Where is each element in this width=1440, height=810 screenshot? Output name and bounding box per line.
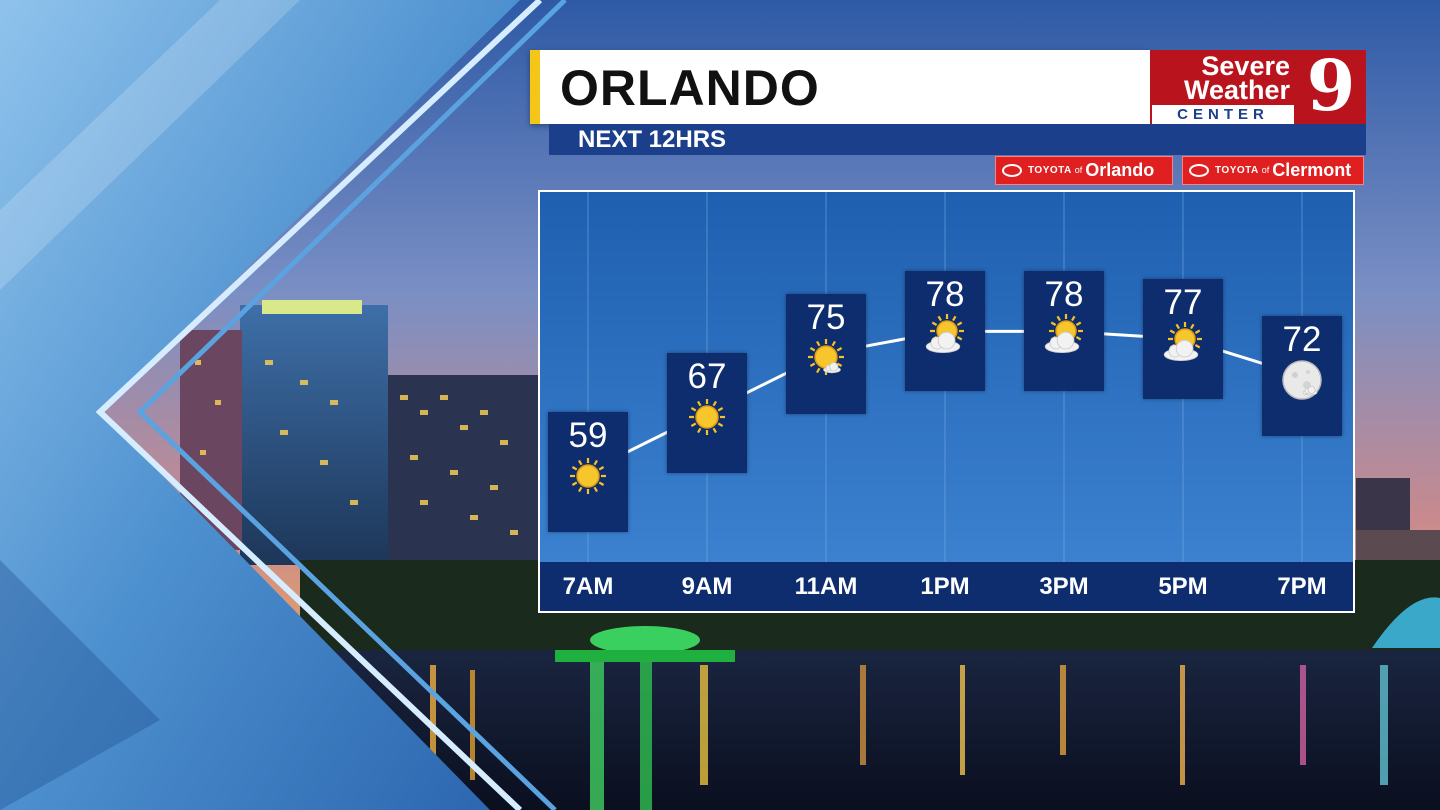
temperature-value: 72 bbox=[1282, 319, 1322, 359]
title-bar bbox=[530, 50, 1150, 124]
forecast-chart: 59 67 75 78 78 77 72 7AM 9AM 11AM 1PM 3PM 5PM 7PM bbox=[538, 190, 1355, 613]
chart-canvas bbox=[538, 190, 1355, 613]
logo-word-severe: Severe bbox=[1201, 51, 1290, 81]
page-subtitle: NEXT 12HRS bbox=[578, 126, 727, 153]
sunny-icon bbox=[685, 395, 729, 439]
sunny-icon bbox=[566, 454, 610, 498]
temperature-value: 78 bbox=[925, 275, 965, 315]
temperature-card-7pm: 72 bbox=[1262, 315, 1342, 436]
temperature-card-11am: 75 bbox=[786, 293, 866, 414]
partly-cloudy-icon bbox=[1042, 313, 1086, 357]
temperature-value: 77 bbox=[1163, 282, 1203, 322]
sponsor-badge-clermont: TOYOTA of Clermont bbox=[1182, 156, 1364, 185]
temperature-value: 59 bbox=[568, 415, 608, 455]
time-label-11am: 11AM bbox=[794, 573, 858, 600]
logo-channel-number: 9 bbox=[1306, 44, 1356, 127]
chart-frame bbox=[538, 190, 1355, 613]
partly-cloudy-icon bbox=[923, 313, 967, 357]
temperature-card-9am: 67 bbox=[667, 352, 747, 473]
sponsor-of: of bbox=[1074, 165, 1083, 175]
sponsor-brand: TOYOTA bbox=[1028, 165, 1072, 176]
sponsor-city: Orlando bbox=[1085, 160, 1155, 180]
toyota-emblem-icon bbox=[1002, 164, 1022, 177]
mostly-sunny-icon bbox=[804, 336, 848, 380]
logo-word-weather: Weather bbox=[1183, 75, 1290, 105]
temperature-value: 75 bbox=[806, 297, 846, 337]
time-label-3pm: 3PM bbox=[1039, 573, 1089, 600]
temperature-value: 78 bbox=[1044, 275, 1084, 315]
toyota-emblem-icon bbox=[1189, 164, 1209, 177]
temperature-card-1pm: 78 bbox=[905, 271, 985, 392]
page-title: ORLANDO bbox=[560, 60, 820, 116]
time-label-7am: 7AM bbox=[562, 573, 614, 600]
sponsor-badge-orlando: TOYOTA of Orlando bbox=[995, 156, 1173, 185]
sponsor-brand: TOYOTA bbox=[1215, 165, 1259, 176]
partly-cloudy-icon bbox=[1161, 321, 1205, 365]
temperature-card-3pm: 78 bbox=[1024, 271, 1104, 392]
sponsor-of: of bbox=[1261, 165, 1270, 175]
sponsor-city: Clermont bbox=[1272, 160, 1352, 180]
subtitle-bar bbox=[549, 124, 1366, 155]
temperature-card-7am: 59 bbox=[548, 411, 628, 532]
temperature-value: 67 bbox=[687, 356, 727, 396]
temperature-card-5pm: 77 bbox=[1143, 278, 1223, 399]
logo-word-center: CENTER bbox=[1152, 105, 1294, 124]
clear-night-icon bbox=[1280, 358, 1324, 402]
time-label-1pm: 1PM bbox=[920, 573, 970, 600]
time-label-9am: 9AM bbox=[681, 573, 733, 600]
time-label-7pm: 7PM bbox=[1277, 573, 1327, 600]
title-accent-stripe bbox=[530, 50, 540, 124]
time-axis-band bbox=[540, 562, 1353, 611]
time-label-5pm: 5PM bbox=[1158, 573, 1208, 600]
